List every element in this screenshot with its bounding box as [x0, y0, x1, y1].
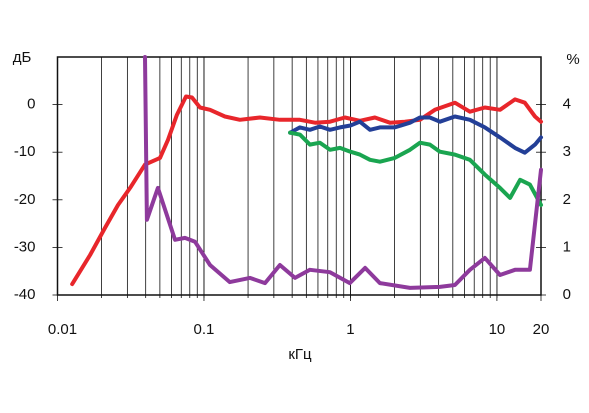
x-tick-label: 0.1 [194, 321, 215, 338]
y2-tick-label: 0 [563, 286, 571, 303]
y2-tick-label: 3 [563, 143, 571, 160]
y-tick-label: -30 [14, 238, 36, 255]
y-axis-label: дБ [13, 49, 32, 66]
x-axis-label: кГц [288, 346, 312, 363]
data-line [288, 130, 543, 207]
x-tick-label: 1 [346, 321, 354, 338]
y2-tick-label: 2 [563, 191, 571, 208]
x-tick-label: 20 [533, 321, 550, 338]
y-tick-label: -10 [14, 143, 36, 160]
x-tick-label: 0.01 [48, 321, 77, 338]
y2-tick-label: 4 [563, 96, 571, 113]
data-line [143, 55, 543, 290]
y2-axis-label: % [566, 51, 579, 68]
y-tick-label: -40 [14, 286, 36, 303]
plot-frame [56, 56, 542, 296]
x-tick-label: 10 [489, 321, 506, 338]
data-line [70, 94, 543, 287]
y2-tick-label: 1 [563, 238, 571, 255]
y-tick-label: -20 [14, 191, 36, 208]
data-line [288, 114, 543, 155]
y-tick-label: 0 [27, 96, 35, 113]
